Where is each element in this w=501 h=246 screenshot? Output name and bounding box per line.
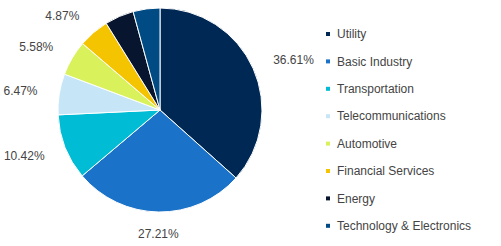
legend-swatch [326,169,330,173]
legend-item: Transportation [326,82,414,96]
legend-label: Basic Industry [337,55,412,69]
data-label: 27.21% [138,227,179,241]
legend-swatch [326,196,330,200]
legend-item: Technology & Electronics [326,219,471,233]
data-labels: 36.61% 27.21% 10.42% 6.47% 5.58% 4.87% [3,9,314,241]
legend-swatch [326,59,330,63]
legend-swatch [326,142,330,146]
legend-label: Automotive [337,137,397,151]
legend: Utility Basic Industry Transportation Telec… [326,27,471,233]
legend-item: Energy [326,192,375,206]
data-label: 10.42% [4,149,45,163]
data-label: 36.61% [273,53,314,67]
slice [133,8,160,110]
legend-item: Basic Industry [326,55,412,69]
legend-label: Telecommunications [337,109,446,123]
legend-swatch [326,32,330,36]
legend-swatch [326,114,330,118]
data-label: 5.58% [19,40,53,54]
legend-label: Financial Services [337,164,434,178]
slice [58,110,160,176]
chart: 36.61% 27.21% 10.42% 6.47% 5.58% 4.87% Utility… [0,0,501,246]
legend-swatch [326,224,330,228]
legend-label: Utility [337,27,366,41]
legend-label: Technology & Electronics [337,219,471,233]
data-label: 4.87% [45,9,79,23]
legend-label: Transportation [337,82,414,96]
pie [58,8,262,212]
legend-item: Utility [326,27,366,41]
legend-swatch [326,87,330,91]
legend-item: Telecommunications [326,109,446,123]
legend-label: Energy [337,192,375,206]
legend-item: Automotive [326,137,397,151]
legend-item: Financial Services [326,164,434,178]
data-label: 6.47% [3,84,37,98]
